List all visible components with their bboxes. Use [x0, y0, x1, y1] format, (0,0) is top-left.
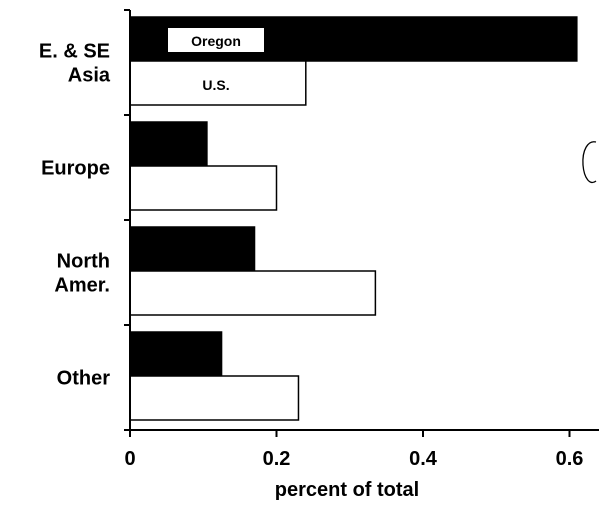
x-axis-title: percent of total	[275, 479, 419, 501]
axes-group	[124, 9, 599, 431]
bar-oregon-3	[129, 331, 223, 377]
category-label-3-0: Other	[57, 368, 111, 390]
bar-us-0	[129, 60, 307, 106]
category-label-1-0: Europe	[41, 158, 110, 180]
bar-us-1	[129, 165, 278, 211]
x-tick-label: 0	[124, 448, 135, 470]
series-label-oregon: Oregon	[191, 33, 241, 49]
bar-oregon-2	[129, 226, 256, 272]
bar-us-2	[129, 270, 377, 316]
bar-us-3	[129, 375, 300, 421]
category-label-2-1: Amer.	[54, 275, 110, 297]
x-tick-label: 0.2	[263, 448, 291, 470]
bars-group: Oregon U.S.	[129, 16, 578, 421]
category-label-0-0: E. & SE	[39, 41, 110, 63]
x-tick-label: 0.4	[409, 448, 438, 470]
bar-oregon-1	[129, 121, 208, 167]
pen-mark	[582, 141, 597, 184]
category-label-0-1: Asia	[68, 65, 111, 87]
category-label-2-0: North	[57, 251, 110, 273]
x-tick-label: 0.6	[556, 448, 584, 470]
x-axis-ticks: 0 0.2 0.4 0.6	[124, 430, 583, 470]
oregon-label-box	[168, 28, 264, 52]
series-label-us: U.S.	[202, 77, 229, 93]
